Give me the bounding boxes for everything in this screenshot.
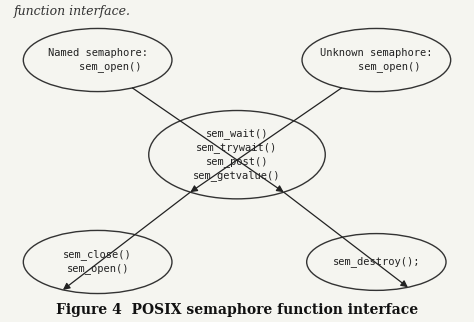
Text: Named semaphore:
    sem_open(): Named semaphore: sem_open() <box>48 48 147 72</box>
Text: function interface.: function interface. <box>14 5 131 18</box>
Ellipse shape <box>307 233 446 290</box>
Text: sem_wait()
sem_trywait()
sem_post()
sem_getvalue(): sem_wait() sem_trywait() sem_post() sem_… <box>193 128 281 181</box>
Text: Figure 4  POSIX semaphore function interface: Figure 4 POSIX semaphore function interf… <box>56 303 418 317</box>
Text: sem_destroy();: sem_destroy(); <box>333 257 420 268</box>
Ellipse shape <box>302 28 451 91</box>
Ellipse shape <box>149 110 325 199</box>
Ellipse shape <box>23 28 172 91</box>
Text: Unknown semaphore:
    sem_open(): Unknown semaphore: sem_open() <box>320 48 433 72</box>
Ellipse shape <box>23 231 172 294</box>
Text: sem_close()
sem_open(): sem_close() sem_open() <box>63 250 132 274</box>
